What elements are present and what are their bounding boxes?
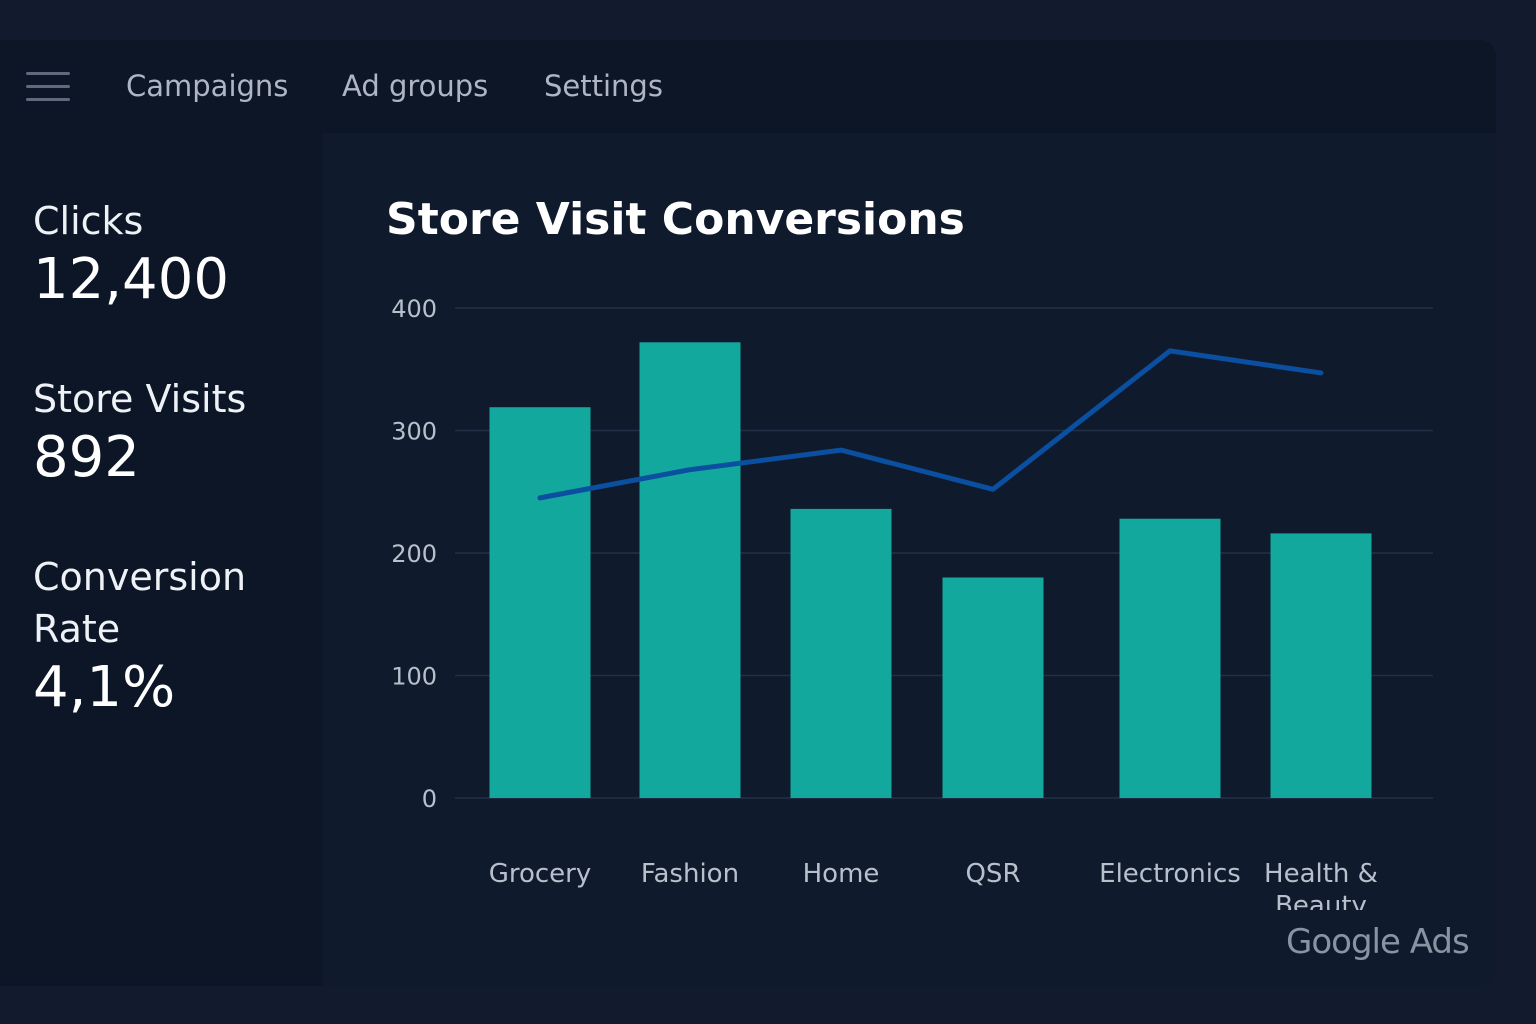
bar-qsr [942, 577, 1044, 798]
bar-electronics [1119, 518, 1221, 798]
menu-icon-line [26, 72, 70, 75]
y-axis-ticks: 0 100 200 300 400 [391, 295, 437, 813]
metrics-sidebar: Clicks 12,400 Store Visits 892 Conversio… [0, 133, 323, 986]
x-tick-label: Fashion [641, 859, 739, 889]
line-point [539, 496, 541, 499]
x-tick-label: Health & Beauty [1264, 859, 1378, 910]
line-point [1320, 371, 1322, 374]
app-window: Campaigns Ad groups Settings Clicks 12,4… [0, 40, 1496, 986]
y-tick-label: 200 [391, 540, 437, 568]
tab-settings[interactable]: Settings [544, 69, 663, 103]
bar-fashion [639, 342, 741, 798]
line-point [992, 488, 994, 491]
google-ads-logo: Google Ads [1286, 922, 1470, 962]
metric-conversion-rate-value: 4,1% [33, 655, 176, 720]
y-tick-label: 300 [391, 418, 437, 446]
menu-icon-line [26, 98, 70, 101]
x-axis-labels: Grocery Fashion Home QSR Electronics Health &… [489, 859, 1378, 910]
y-tick-label: 100 [391, 663, 437, 691]
y-tick-label: 0 [422, 785, 437, 813]
x-tick-label: Home [803, 859, 880, 889]
menu-icon-line [26, 85, 70, 88]
line-point [1169, 349, 1171, 352]
x-tick-label: Grocery [489, 859, 592, 889]
bar-home [790, 508, 892, 798]
top-navigation-bar: Campaigns Ad groups Settings [0, 40, 1496, 133]
tab-campaigns[interactable]: Campaigns [126, 69, 289, 103]
metric-store-visits-label: Store Visits [33, 377, 247, 421]
hamburger-menu-icon[interactable] [26, 71, 70, 103]
chart-gridlines [455, 307, 1433, 799]
tab-ad-groups[interactable]: Ad groups [342, 69, 489, 103]
bar-health-beauty [1270, 533, 1372, 798]
metric-store-visits-value: 892 [33, 425, 140, 490]
line-point [840, 449, 842, 452]
x-tick-label: QSR [965, 859, 1020, 889]
metric-clicks-label: Clicks [33, 199, 144, 243]
bar-grocery [489, 407, 591, 798]
line-point [689, 468, 691, 471]
y-tick-label: 400 [391, 295, 437, 323]
series-line [537, 348, 1324, 501]
metric-conversion-rate-label: Conversion Rate [33, 555, 247, 651]
chart-line [537, 348, 1324, 501]
store-visit-conversions-chart: 0 100 200 300 400 Grocery Fashion Home QSR Elect… [391, 295, 1433, 910]
chart-bars [489, 342, 1372, 798]
chart-title: Store Visit Conversions [386, 194, 965, 245]
metric-clicks-value: 12,400 [33, 247, 229, 312]
x-tick-label: Electronics [1099, 859, 1241, 889]
